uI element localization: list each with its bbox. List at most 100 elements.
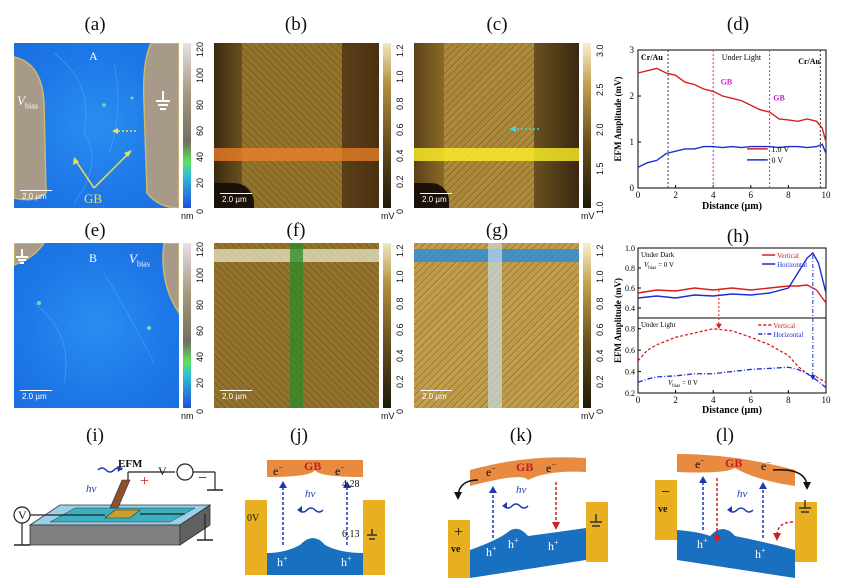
chart-h-top-series-0 [637, 284, 827, 304]
hole-j-left: h+ [277, 554, 288, 569]
electron-l-right: e− [761, 458, 771, 473]
hole-k-1: h+ [486, 544, 497, 559]
chart-d-frame [637, 49, 827, 189]
chart-d-annot-crau-right: Cr/Au [798, 57, 820, 66]
chart-d-xlabel: Distance (µm) [702, 201, 762, 212]
colorbar-nm-top-tick: 0 [195, 208, 205, 214]
ve-label-k: ve [451, 544, 461, 555]
colorbar-mv-g-unit: mV [581, 411, 595, 421]
hv-label-j: hν [305, 488, 316, 500]
chart-h-xtick-label: 4 [711, 395, 716, 405]
chart-h-top-ytick-label: 0.6 [625, 284, 635, 293]
chart-d-legend-label-1: 0 V [771, 156, 783, 165]
colorbar-mv-g-tick: 1.2 [595, 244, 605, 258]
vbias-label-e: Vbias [129, 251, 150, 269]
colorbar-mv-g-tick: 0.4 [595, 349, 605, 362]
efm-label: EFM [118, 458, 143, 470]
panel-label-i: (i) [86, 425, 104, 446]
electron-j-right: e− [335, 463, 345, 478]
chart-h-xtick-label: 2 [673, 395, 678, 405]
colorbar-mv-f-tick: 0.4 [395, 349, 405, 362]
afm-map-e: B Vbias 2.0 µm [14, 243, 179, 408]
colorbar-mv-c-tick: 1.5 [595, 162, 605, 175]
contact-right-j [363, 500, 385, 575]
hole-k-2: h+ [508, 536, 519, 551]
zero-volt-label: 0V [247, 513, 260, 524]
hv-label-k: hν [516, 484, 527, 496]
chart-h-top-series-1 [637, 251, 827, 299]
colorbar-mv-f-tick: 1.0 [395, 270, 405, 284]
chart-h: 0.4 0.6 0.8 1.0 0.2 0.4 0.6 0.8 0 2 4 6 8 10 Distance … [613, 244, 832, 415]
gb-label-a: GB [84, 191, 103, 206]
colorbar-mv-g-tick: 0.2 [595, 375, 605, 388]
chart-h-top-ytick-label: 0.8 [625, 264, 635, 273]
gb-label-j: GB [304, 459, 322, 473]
colorbar-mv-f-unit: mV [381, 411, 395, 421]
efm-map-c: 2.0 µm [414, 43, 579, 208]
level-4-28: 4.28 [342, 479, 360, 490]
substrate-label: Si/SiO2 [110, 546, 144, 561]
colorbar-mv-c-tick: 2.0 [595, 123, 605, 136]
chart-d-xtick-label: 4 [711, 190, 716, 200]
hv-label-l: hν [737, 488, 748, 500]
chart-h-arrowhead-red [715, 323, 722, 329]
diagram-l: GB e− e− h+ h+ hν − ve [655, 450, 825, 578]
chart-d-xtick-label: 0 [636, 190, 641, 200]
chart-h-top-ytick-label: 0.4 [625, 304, 635, 313]
diagram-j: GB e− e− h+ h+ hν 0V 4.28 6.13 [245, 455, 385, 575]
region-label-a: A [89, 49, 98, 63]
hv-label-i: hν [86, 483, 97, 495]
efm-map-f: 2.0 µm [214, 243, 379, 408]
plus-label-k: + [454, 524, 464, 541]
chart-h-arrowhead-blue [809, 375, 816, 381]
colorbar-nm-bottom-tick: 40 [195, 351, 205, 362]
electron-l-left: e− [695, 456, 705, 471]
colorbar-mv-b-tick: 0.6 [395, 123, 405, 136]
colorbar-mv-c [583, 43, 591, 208]
chart-d-series-1 [637, 143, 827, 168]
colorbar-nm-bottom-tick: 100 [195, 268, 205, 284]
chart-d-annot-crau-left: Cr/Au [641, 53, 663, 62]
colorbar-nm-top-tick: 120 [195, 42, 205, 58]
chart-h-bot-legend-label-0: Vertical [773, 322, 795, 330]
panel-label-c: (c) [486, 14, 508, 35]
panel-label-k: (k) [509, 425, 533, 446]
colorbar-mv-f-tick: 1.2 [395, 244, 405, 258]
hole-j-right: h+ [341, 554, 352, 569]
colorbar-mv-g-tick: 0.6 [595, 323, 605, 336]
scale-bar-f: 2.0 µm [222, 392, 247, 401]
colorbar-nm-bottom-tick: 60 [195, 325, 205, 336]
chart-d-xtick-label: 6 [749, 190, 754, 200]
colorbar-nm-top [183, 43, 191, 208]
hole-l-left: h+ [697, 536, 708, 551]
chart-h-xtick-label: 10 [822, 395, 832, 405]
colorbar-mv-c-tick: 2.5 [595, 83, 605, 97]
chart-d: 0 2 4 6 8 10 0 1 2 3 Distance (µm) EFM Amplitude (m… [613, 45, 831, 212]
electron-k-left: e− [486, 464, 496, 479]
contact-left-l [655, 480, 677, 540]
colorbar-mv-f-tick: 0 [395, 408, 405, 414]
colorbar-nm-bottom-tick: 120 [195, 242, 205, 258]
colorbar-nm-top-tick: 100 [195, 68, 205, 84]
colorbar-mv-g-tick: 1.0 [595, 270, 605, 284]
chart-h-bot-ytick-label: 0.4 [625, 368, 635, 377]
colorbar-mv-f-tick: 0.6 [395, 323, 405, 336]
chart-h-bot-ytick-label: 0.2 [625, 389, 635, 398]
colorbar-nm-bottom-tick: 0 [195, 408, 205, 414]
minus-label-l: − [661, 484, 671, 501]
electron-j-left: e− [273, 463, 283, 478]
panel-label-a: (a) [84, 14, 106, 35]
chart-h-annot-dark: Under Dark [641, 251, 675, 259]
chart-d-ytick-label: 0 [630, 183, 635, 193]
colorbar-nm-bottom-unit: nm [181, 411, 194, 421]
colorbar-mv-b [383, 43, 391, 208]
colorbar-mv-g-tick: 0 [595, 408, 605, 414]
chart-h-top-legend-label-1: Horizontal [777, 261, 807, 269]
colorbar-nm-top-tick: 40 [195, 151, 205, 162]
gb-label-k: GB [516, 460, 534, 474]
voltmeter-left: V [18, 508, 27, 522]
colorbar-mv-b-tick: 1.0 [395, 70, 405, 84]
scale-bar-b: 2.0 µm [222, 195, 247, 204]
colorbar-mv-b-unit: mV [381, 211, 395, 221]
chart-d-annot-under-light: Under Light [722, 53, 762, 62]
